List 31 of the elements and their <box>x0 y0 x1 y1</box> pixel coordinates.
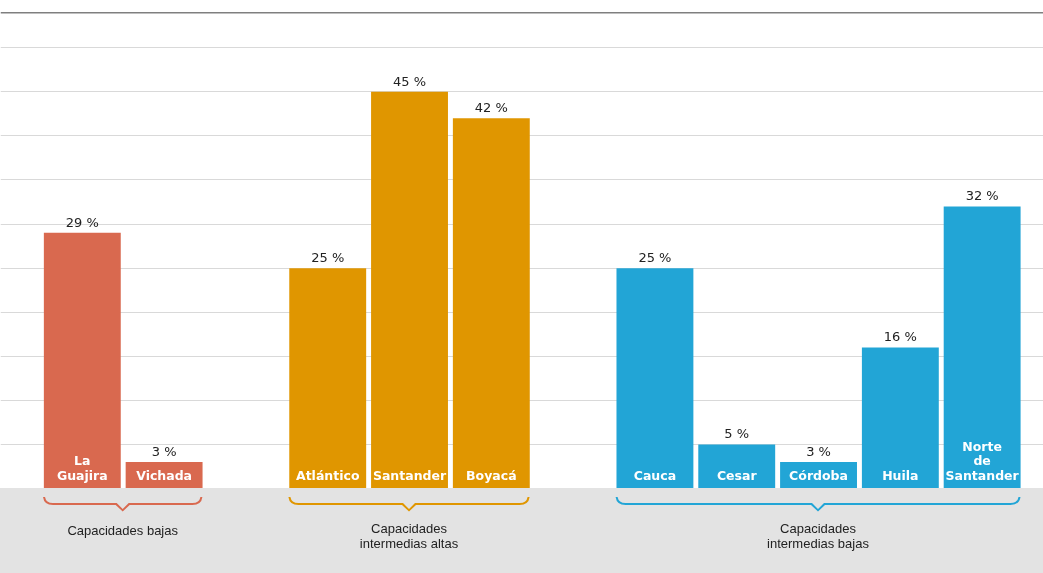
x-tick-label: Norte de Santander <box>945 439 1020 483</box>
x-tick-label: Huila <box>882 467 919 483</box>
data-label: 42 % <box>474 100 508 116</box>
bar <box>289 268 367 488</box>
x-tick-label: Atlántico <box>295 467 360 483</box>
bar <box>861 347 939 488</box>
x-tick-label: Boyacá <box>466 467 517 483</box>
bar <box>943 206 1021 488</box>
bar <box>452 118 530 488</box>
bar <box>43 232 121 488</box>
data-label: 25 % <box>638 250 672 266</box>
text: Capacidades intermedias altas <box>359 521 459 551</box>
x-tick-label: Santander <box>372 467 447 483</box>
data-label: 45 % <box>393 73 427 89</box>
text: Capacidades intermedias bajas <box>767 521 870 551</box>
x-tick-label: Cauca <box>633 467 677 483</box>
x-tick-label: Vichada <box>136 467 193 483</box>
bar <box>371 91 448 488</box>
data-label: 3 % <box>806 444 831 460</box>
data-label: 3 % <box>151 444 177 460</box>
x-tick-label: Córdoba <box>789 467 848 483</box>
data-label: 5 % <box>724 426 750 442</box>
x-tick-label: Cesar <box>716 467 758 483</box>
bar <box>616 268 694 488</box>
data-label: 32 % <box>965 188 999 204</box>
x-tick-label: La Guajira <box>56 453 108 483</box>
text: Capacidades bajas <box>67 523 179 538</box>
data-label: 29 % <box>65 214 99 230</box>
data-label: 16 % <box>883 329 917 345</box>
data-label: 25 % <box>311 250 345 266</box>
bar <box>698 444 776 488</box>
